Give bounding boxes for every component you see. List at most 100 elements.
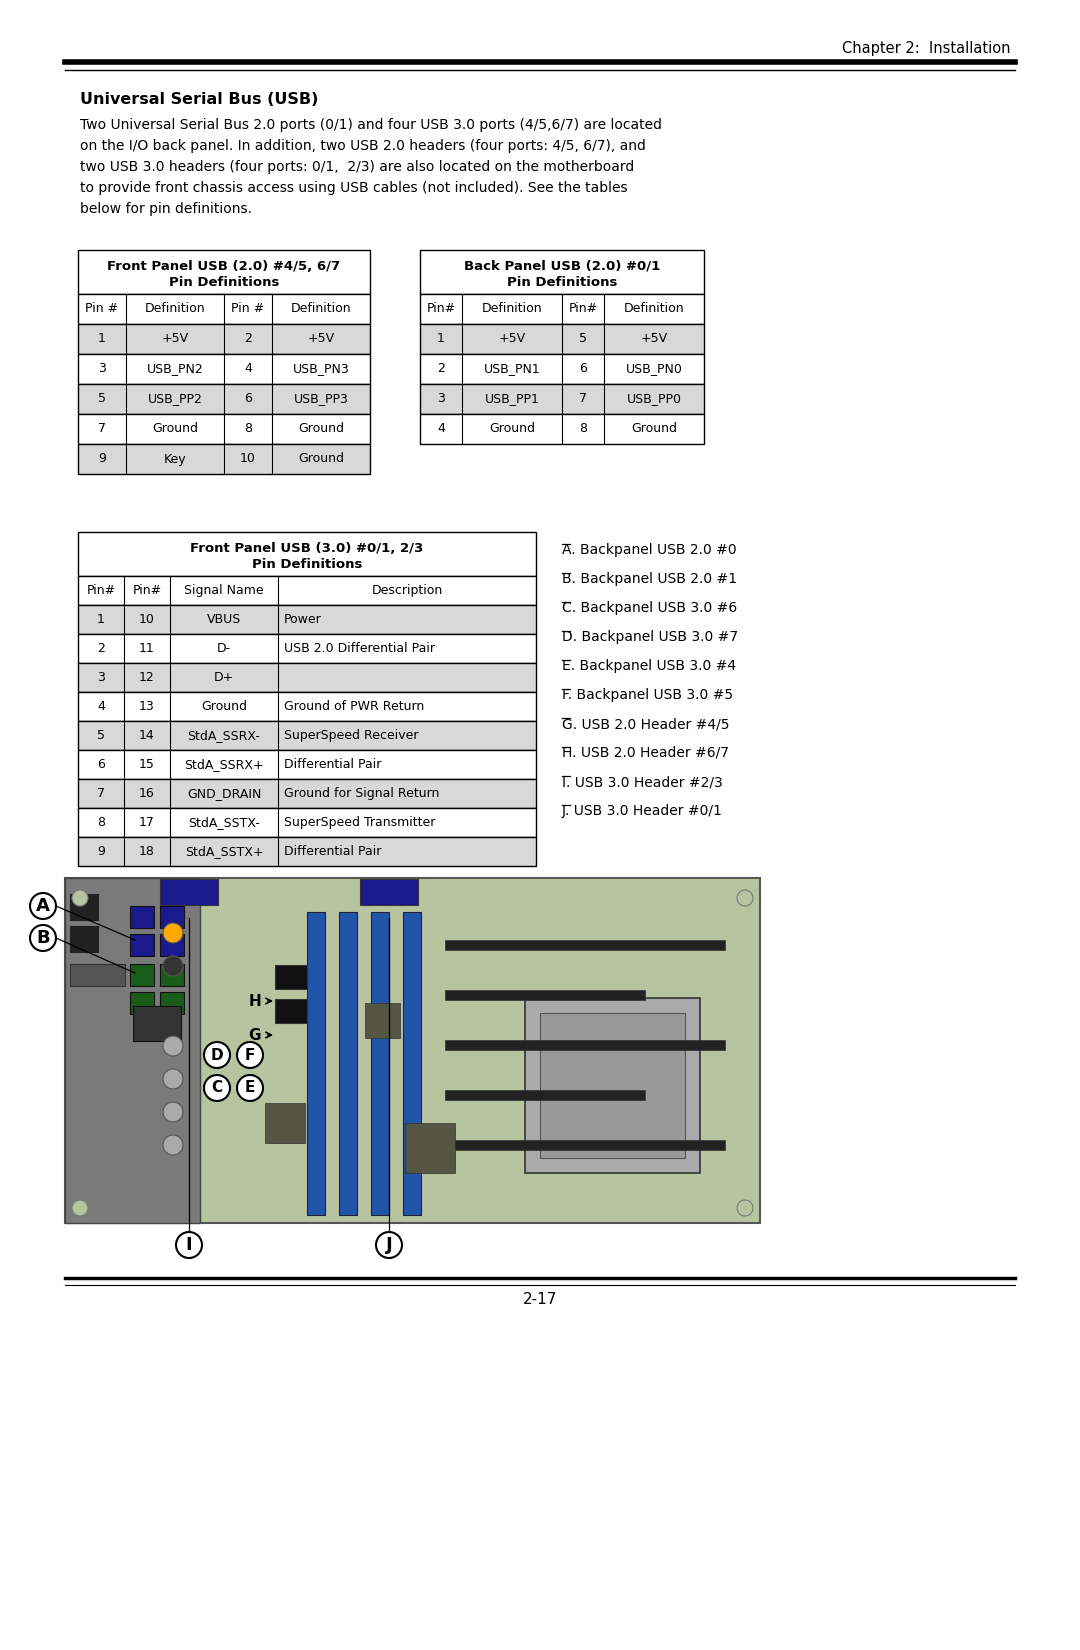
- Text: 5: 5: [98, 393, 106, 406]
- Text: SuperSpeed Transmitter: SuperSpeed Transmitter: [284, 817, 435, 828]
- Bar: [275, 998, 307, 1023]
- Text: USB_PP3: USB_PP3: [294, 393, 349, 406]
- Bar: [78, 751, 536, 779]
- Bar: [525, 998, 700, 1173]
- Text: Signal Name: Signal Name: [185, 584, 264, 597]
- Text: A. Backpanel USB 2.0 #0: A. Backpanel USB 2.0 #0: [562, 543, 737, 558]
- Text: Pin#: Pin#: [568, 302, 597, 315]
- Bar: [130, 992, 154, 1015]
- Bar: [78, 691, 536, 721]
- Text: Description: Description: [372, 584, 443, 597]
- Text: SuperSpeed Receiver: SuperSpeed Receiver: [284, 729, 419, 742]
- Bar: [445, 1140, 725, 1150]
- Bar: [420, 294, 704, 323]
- Text: 9: 9: [97, 845, 105, 858]
- Circle shape: [163, 1102, 183, 1122]
- Text: D+: D+: [214, 672, 234, 685]
- Text: 2: 2: [97, 642, 105, 655]
- Bar: [365, 1003, 400, 1038]
- Text: 11: 11: [139, 642, 154, 655]
- Text: Key: Key: [164, 452, 187, 465]
- Bar: [78, 444, 370, 474]
- Text: G. USB 2.0 Header #4/5: G. USB 2.0 Header #4/5: [562, 718, 729, 731]
- Text: Power: Power: [284, 614, 322, 625]
- Text: StdA_SSRX-: StdA_SSRX-: [188, 729, 260, 742]
- Bar: [78, 779, 536, 808]
- Bar: [160, 992, 184, 1015]
- Bar: [130, 906, 154, 927]
- Text: USB_PP2: USB_PP2: [148, 393, 202, 406]
- Text: Front Panel USB (2.0) #4/5, 6/7: Front Panel USB (2.0) #4/5, 6/7: [107, 259, 340, 272]
- Text: Differential Pair: Differential Pair: [284, 757, 381, 771]
- Bar: [78, 251, 370, 294]
- Text: G: G: [248, 1028, 261, 1043]
- Circle shape: [163, 922, 183, 944]
- Text: Pin#: Pin#: [86, 584, 116, 597]
- Text: USB_PP1: USB_PP1: [485, 393, 539, 406]
- Text: 3: 3: [437, 393, 445, 406]
- Bar: [372, 912, 389, 1214]
- Circle shape: [737, 1200, 753, 1216]
- Text: on the I/O back panel. In addition, two USB 2.0 headers (four ports: 4/5, 6/7), : on the I/O back panel. In addition, two …: [80, 139, 646, 153]
- Circle shape: [237, 1043, 264, 1068]
- Text: Definition: Definition: [291, 302, 351, 315]
- Text: Back Panel USB (2.0) #0/1: Back Panel USB (2.0) #0/1: [464, 259, 660, 272]
- Text: +5V: +5V: [640, 333, 667, 345]
- Bar: [420, 251, 704, 294]
- Text: Ground: Ground: [152, 422, 198, 436]
- Text: Pin#: Pin#: [133, 584, 162, 597]
- Text: Pin #: Pin #: [231, 302, 265, 315]
- Bar: [78, 414, 370, 444]
- Text: 9: 9: [98, 452, 106, 465]
- Bar: [78, 606, 536, 634]
- Text: 1: 1: [97, 614, 105, 625]
- Text: Pin#: Pin#: [427, 302, 456, 315]
- Text: USB_PN3: USB_PN3: [293, 363, 349, 376]
- Bar: [78, 355, 370, 384]
- Text: J. USB 3.0 Header #0/1: J. USB 3.0 Header #0/1: [562, 804, 723, 818]
- Text: 7: 7: [97, 787, 105, 800]
- Text: GND_DRAIN: GND_DRAIN: [187, 787, 261, 800]
- Circle shape: [30, 893, 56, 919]
- Text: Definition: Definition: [145, 302, 205, 315]
- Text: 8: 8: [97, 817, 105, 828]
- Text: B: B: [37, 929, 50, 947]
- Text: USB 2.0 Differential Pair: USB 2.0 Differential Pair: [284, 642, 435, 655]
- Bar: [70, 926, 98, 952]
- Bar: [445, 1091, 645, 1101]
- Text: 17: 17: [139, 817, 154, 828]
- Text: Pin #: Pin #: [85, 302, 119, 315]
- Text: 1: 1: [98, 333, 106, 345]
- Text: Pin Definitions: Pin Definitions: [168, 276, 280, 289]
- Text: Definition: Definition: [482, 302, 542, 315]
- Text: 6: 6: [244, 393, 252, 406]
- Bar: [360, 879, 418, 904]
- Text: 18: 18: [139, 845, 154, 858]
- Text: 5: 5: [579, 333, 588, 345]
- Bar: [133, 1006, 181, 1041]
- Circle shape: [163, 955, 183, 977]
- Bar: [78, 808, 536, 837]
- Text: D-: D-: [217, 642, 231, 655]
- Circle shape: [72, 1200, 87, 1216]
- Bar: [445, 1040, 725, 1049]
- Text: D. Backpanel USB 3.0 #7: D. Backpanel USB 3.0 #7: [562, 630, 738, 644]
- Text: J: J: [386, 1236, 392, 1254]
- Text: USB_PN0: USB_PN0: [625, 363, 683, 376]
- Bar: [78, 384, 370, 414]
- Text: VBUS: VBUS: [207, 614, 241, 625]
- Text: Ground for Signal Return: Ground for Signal Return: [284, 787, 440, 800]
- Text: C: C: [212, 1081, 222, 1096]
- Text: 14: 14: [139, 729, 154, 742]
- Text: Ground: Ground: [298, 452, 345, 465]
- Text: two USB 3.0 headers (four ports: 0/1,  2/3) are also located on the motherboard: two USB 3.0 headers (four ports: 0/1, 2/…: [80, 160, 634, 173]
- Text: Two Universal Serial Bus 2.0 ports (0/1) and four USB 3.0 ports (4/5,6/7) are lo: Two Universal Serial Bus 2.0 ports (0/1)…: [80, 119, 662, 132]
- Text: 13: 13: [139, 700, 154, 713]
- Text: +5V: +5V: [161, 333, 189, 345]
- Text: 2-17: 2-17: [523, 1292, 557, 1307]
- Text: H: H: [248, 993, 261, 1008]
- Text: A: A: [36, 898, 50, 916]
- Bar: [420, 323, 704, 355]
- Text: D: D: [211, 1048, 224, 1063]
- Bar: [540, 1013, 685, 1158]
